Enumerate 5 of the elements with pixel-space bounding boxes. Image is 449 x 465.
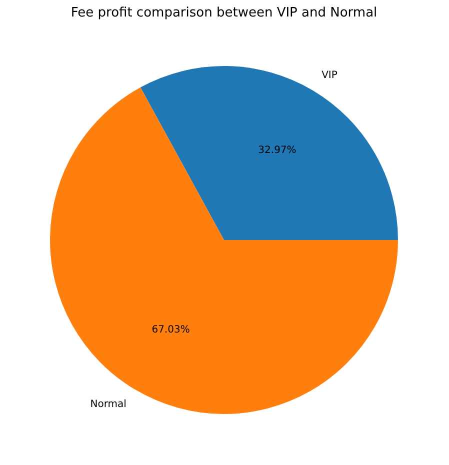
slice-label: VIP [322, 70, 338, 81]
data-label: 67.03% [152, 324, 190, 336]
slice-label: Normal [90, 399, 126, 410]
chart-title: Fee profit comparison between VIP and Normal [70, 5, 378, 20]
data-label: 32.97% [258, 144, 296, 156]
